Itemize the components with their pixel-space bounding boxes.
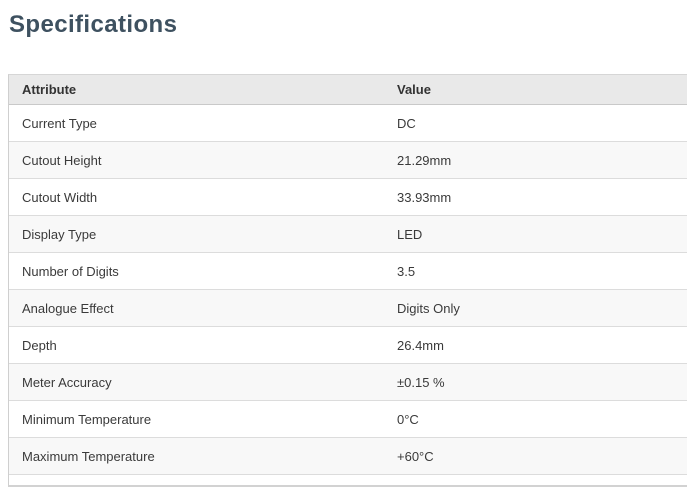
specifications-table: Attribute Value Current Type DC Cutout H… <box>8 74 687 487</box>
table-header-row: Attribute Value <box>9 75 687 105</box>
cell-value: 0°C <box>397 411 419 427</box>
cell-attribute: Cutout Width <box>22 189 98 205</box>
cell-value: 26.4mm <box>397 337 444 353</box>
cell-value: DC <box>397 115 416 131</box>
table-row: Depth 26.4mm <box>9 327 687 364</box>
table-row: Maximum Temperature +60°C <box>9 438 687 475</box>
cell-attribute: Maximum Temperature <box>22 448 155 464</box>
table-row: Number of Digits 3.5 <box>9 253 687 290</box>
cell-attribute: Depth <box>22 337 57 353</box>
cell-value: +60°C <box>397 448 434 464</box>
table-row: Minimum Temperature 0°C <box>9 401 687 438</box>
cell-attribute: Analogue Effect <box>22 300 114 316</box>
table-bottom-spacer <box>9 475 687 485</box>
cell-value: 33.93mm <box>397 189 452 205</box>
table-row: Meter Accuracy ±0.15 % <box>9 364 687 401</box>
table-row: Cutout Height 21.29mm <box>9 142 687 179</box>
cell-value: 21.29mm <box>397 152 452 168</box>
table-row: Current Type DC <box>9 105 687 142</box>
cell-attribute: Number of Digits <box>22 263 119 279</box>
cell-value: ±0.15 % <box>397 374 445 390</box>
cell-value: 3.5 <box>397 263 416 279</box>
page-title: Specifications <box>9 11 178 38</box>
header-cell-value: Value <box>397 82 431 97</box>
cell-value: Digits Only <box>397 300 460 316</box>
cell-attribute: Display Type <box>22 226 97 242</box>
cell-attribute: Meter Accuracy <box>22 374 112 390</box>
cell-value: LED <box>397 226 423 242</box>
cell-attribute: Current Type <box>22 115 97 131</box>
header-cell-attribute: Attribute <box>22 82 77 97</box>
table-row: Cutout Width 33.93mm <box>9 179 687 216</box>
cell-attribute: Minimum Temperature <box>22 411 152 427</box>
table-row: Display Type LED <box>9 216 687 253</box>
table-row: Analogue Effect Digits Only <box>9 290 687 327</box>
cell-attribute: Cutout Height <box>22 152 102 168</box>
